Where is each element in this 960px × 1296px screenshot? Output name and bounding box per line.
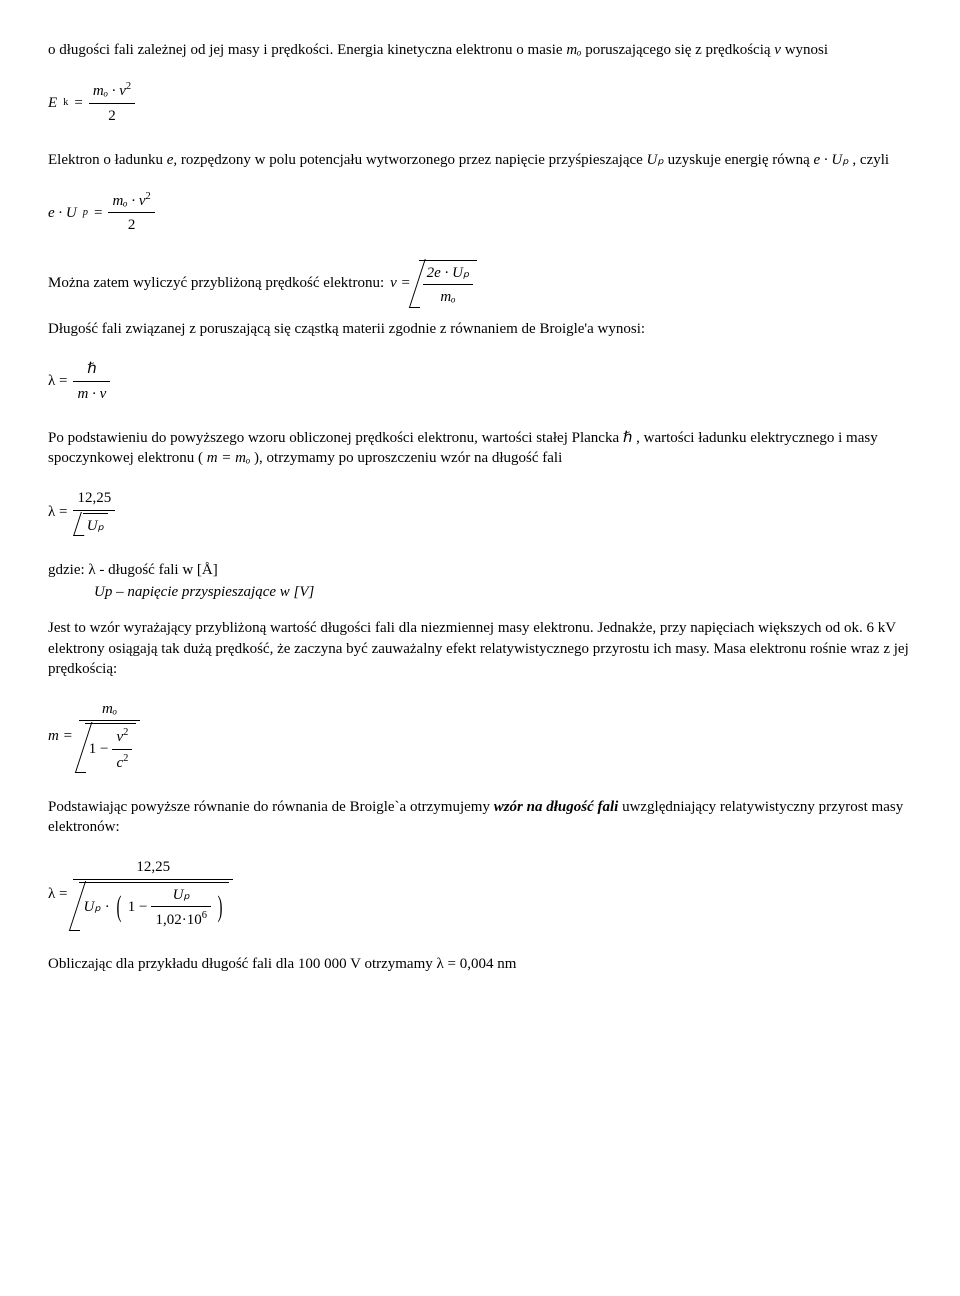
para-1: o długości fali zależnej od jej masy i p…	[48, 40, 912, 60]
f5-frac: 12,25 Uₚ	[73, 488, 115, 536]
p8-bold: wzór na długość fali	[494, 799, 619, 815]
f7-den2: 1,02·10	[155, 912, 201, 928]
para-8: Podstawiając powyższe równanie do równan…	[48, 797, 912, 838]
p3a: Można zatem wyliczyć przybliżoną prędkoś…	[48, 273, 384, 293]
rparen-icon: )	[217, 895, 222, 919]
f5-den: Uₚ	[83, 513, 108, 536]
p8a: Podstawiając powyższe równanie do równan…	[48, 799, 494, 815]
f2-lhs: e · U	[48, 203, 77, 223]
f6-v-sup: 2	[123, 727, 128, 738]
formula-lambda-rel: λ = 12,25 Uₚ · ( 1 − Uₚ 1,02·106 )	[48, 857, 912, 930]
p2d: , czyli	[852, 152, 889, 168]
p1-cont: poruszającego się z prędkością	[585, 42, 774, 58]
f7-dot: ·	[105, 897, 110, 917]
f2-lhs-sub: p	[83, 206, 88, 220]
f7-lhs: λ =	[48, 884, 67, 904]
f7-inner: 1 − Uₚ 1,02·106	[128, 885, 211, 931]
f1-den: 2	[89, 104, 135, 126]
f3-den: mₒ	[423, 285, 474, 307]
f5-sqrt: Uₚ	[81, 513, 108, 536]
p1-end: wynosi	[785, 42, 828, 58]
f6-num: mₒ	[79, 699, 141, 721]
f2-num-sup: 2	[146, 191, 151, 202]
para-3: Można zatem wyliczyć przybliżoną prędkoś…	[48, 260, 912, 308]
f7-den2-sup: 6	[202, 910, 207, 921]
p2b: rozpędzony w polu potencjału wytworzoneg…	[181, 152, 647, 168]
p6b-text: Up – napięcie przyspieszające w [V]	[94, 584, 314, 600]
para-6a: gdzie: λ - długość fali w [Å]	[48, 560, 912, 580]
f6-c-sup: 2	[123, 753, 128, 764]
f6-lhs: m =	[48, 726, 73, 746]
p5-m: m = mₒ	[207, 450, 251, 466]
f2-den: 2	[108, 213, 154, 235]
f7-one: 1 −	[128, 897, 148, 917]
formula-rel-mass: m = mₒ 1 − v2 c2	[48, 699, 912, 773]
f7-Up2: Uₚ	[151, 885, 211, 907]
f3-num: 2e · Uₚ	[423, 263, 474, 285]
para-6b: Up – napięcie przyspieszające w [V]	[94, 582, 912, 602]
f2-frac: mₒ · v2 2	[108, 190, 154, 236]
f7-frac: 12,25 Uₚ · ( 1 − Uₚ 1,02·106 )	[73, 857, 232, 930]
f7-Up1: Uₚ	[83, 897, 100, 917]
f4-num: ℏ	[73, 359, 110, 381]
f5-num: 12,25	[73, 488, 115, 510]
f1-num-sup: 2	[126, 81, 131, 92]
f4-frac: ℏ m · v	[73, 359, 110, 404]
para-7: Jest to wzór wyrażający przybliżoną wart…	[48, 618, 912, 679]
f2-num: mₒ · v	[112, 193, 145, 209]
p1-text: o długości fali zależnej od jej masy i p…	[48, 42, 566, 58]
p5-h: ℏ	[623, 430, 633, 446]
p2-eUp: e · Uₚ	[813, 152, 848, 168]
para-2: Elektron o ładunku e, rozpędzony w polu …	[48, 150, 912, 170]
f6-inner-frac: v2 c2	[112, 726, 132, 773]
f7-num: 12,25	[73, 857, 232, 879]
f7-sqrt: Uₚ · ( 1 − Uₚ 1,02·106 )	[77, 882, 228, 931]
p5c: ), otrzymamy po uproszczeniu wzór na dłu…	[254, 450, 562, 466]
formula-eUp: e · Up = mₒ · v2 2	[48, 190, 912, 236]
f4-lhs: λ =	[48, 371, 67, 391]
formula-ek: Ek = mₒ · v2 2	[48, 80, 912, 126]
f4-den: m · v	[73, 382, 110, 404]
f5-lhs: λ =	[48, 502, 67, 522]
f7-inner-frac: Uₚ 1,02·106	[151, 885, 211, 931]
formula-lambda-1225: λ = 12,25 Uₚ	[48, 488, 912, 536]
f3-frac: 2e · Uₚ mₒ	[423, 263, 474, 308]
p2-Up: Uₚ	[647, 152, 664, 168]
para-4: Długość fali związanej z poruszającą się…	[48, 319, 912, 339]
p1-mo: mₒ	[566, 42, 581, 58]
f1-lhs: E	[48, 93, 57, 113]
p5a: Po podstawieniu do powyższego wzoru obli…	[48, 430, 623, 446]
p2a: Elektron o ładunku	[48, 152, 167, 168]
f1-lhs-sub: k	[63, 96, 68, 110]
p2-e: e,	[167, 152, 177, 168]
f6-frac: mₒ 1 − v2 c2	[79, 699, 141, 773]
formula-lambda-hmv: λ = ℏ m · v	[48, 359, 912, 404]
p1-v: v	[774, 42, 781, 58]
f6-one: 1 −	[89, 739, 109, 759]
lparen-icon: (	[116, 895, 121, 919]
f6-sqrt: 1 − v2 c2	[83, 723, 137, 773]
p2c: uzyskuje energię równą	[668, 152, 814, 168]
para-5: Po podstawieniu do powyższego wzoru obli…	[48, 428, 912, 469]
f3-lhs: v =	[390, 273, 411, 293]
f1-num: mₒ · v	[93, 83, 126, 99]
f1-frac: mₒ · v2 2	[89, 80, 135, 126]
para-9: Obliczając dla przykładu długość fali dl…	[48, 954, 912, 974]
f2-eq: =	[94, 203, 102, 223]
f1-eq: =	[74, 93, 82, 113]
f3-sqrt: 2e · Uₚ mₒ	[417, 260, 478, 308]
